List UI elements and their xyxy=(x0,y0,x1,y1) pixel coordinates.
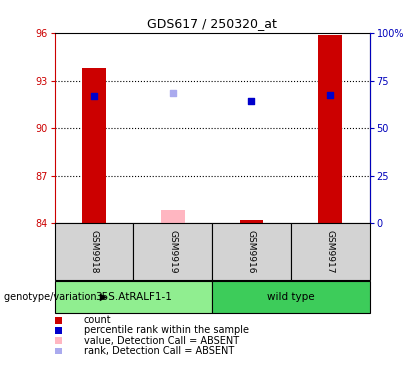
Bar xyxy=(161,210,184,223)
Point xyxy=(327,92,333,98)
Text: wild type: wild type xyxy=(267,292,315,302)
Bar xyxy=(82,68,106,223)
Bar xyxy=(240,220,263,223)
Text: genotype/variation ▶: genotype/variation ▶ xyxy=(4,292,108,302)
Point xyxy=(91,93,97,98)
Title: GDS617 / 250320_at: GDS617 / 250320_at xyxy=(147,17,277,30)
Text: GSM9918: GSM9918 xyxy=(89,230,98,273)
Bar xyxy=(318,36,342,223)
Text: GSM9916: GSM9916 xyxy=(247,230,256,273)
Text: rank, Detection Call = ABSENT: rank, Detection Call = ABSENT xyxy=(84,346,234,356)
Text: percentile rank within the sample: percentile rank within the sample xyxy=(84,325,249,336)
Point xyxy=(248,98,255,104)
Text: GSM9919: GSM9919 xyxy=(168,230,177,273)
Point xyxy=(169,90,176,96)
Text: 35S.AtRALF1-1: 35S.AtRALF1-1 xyxy=(95,292,172,302)
Text: value, Detection Call = ABSENT: value, Detection Call = ABSENT xyxy=(84,336,239,346)
Text: count: count xyxy=(84,315,112,325)
Text: GSM9917: GSM9917 xyxy=(326,230,335,273)
